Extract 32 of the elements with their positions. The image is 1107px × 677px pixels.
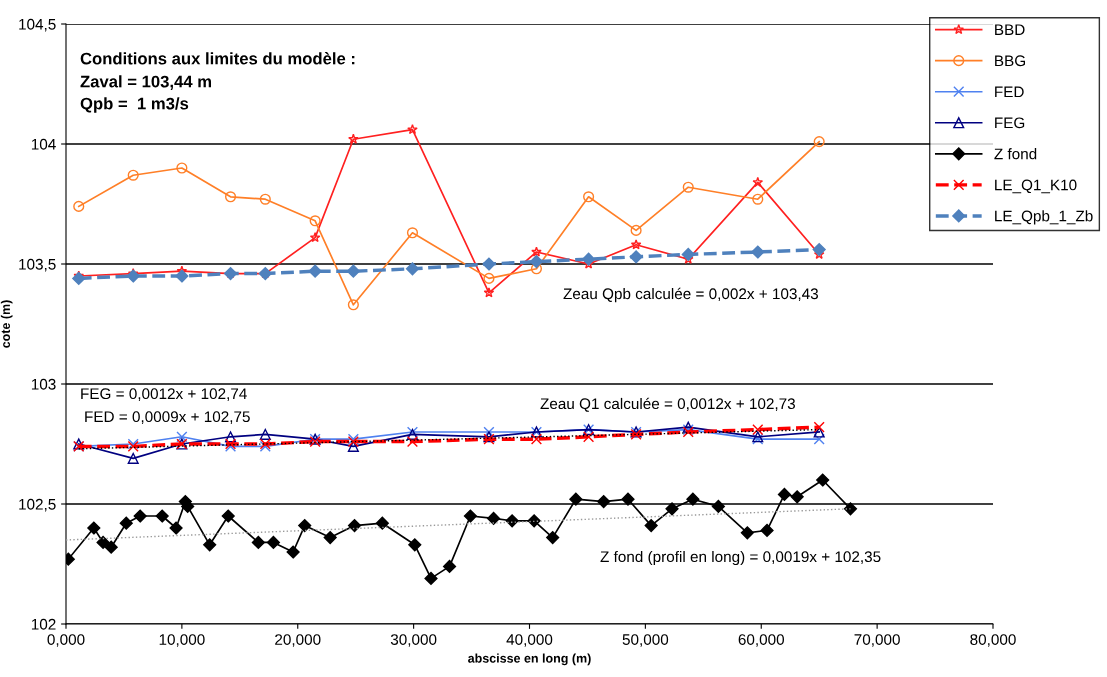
legend-label: FEG [995, 117, 1025, 129]
legend-label: FED [995, 86, 1024, 98]
y-tick-label: 103 [31, 378, 56, 390]
y-tick-label: 104 [31, 138, 56, 150]
annotation: FED = 0,0009x + 102,75 [85, 411, 250, 424]
y-axis-title: cote (m) [0, 300, 13, 348]
annotation: Zeau Qpb calculée = 0,002x + 103,43 [563, 287, 818, 303]
x-tick-label: 70,000 [854, 634, 900, 647]
x-tick-label: 50,000 [622, 634, 669, 647]
legend-label: Z fond [994, 148, 1037, 160]
y-tick-label: 102 [31, 618, 56, 630]
legend-label: BBD [995, 24, 1025, 35]
x-tick-label: 10,000 [159, 634, 205, 647]
annotation: Zaval = 103,44 m [80, 75, 212, 90]
x-axis-title: abscisse en long (m) [468, 653, 591, 666]
y-tick-label: 102,5 [19, 498, 56, 512]
legend-label: LE_Qpb_1_Zb [995, 210, 1093, 225]
x-tick-label: 40,000 [506, 634, 553, 647]
x-tick-label: 60,000 [738, 634, 785, 647]
annotation: Conditions aux limites du modèle : [80, 52, 355, 65]
annotation: Qpb = 1 m3/s [80, 97, 189, 113]
x-tick-label: 80,000 [970, 634, 1016, 647]
annotation: Z fond (profil en long) = 0,0019x + 102,35 [600, 550, 881, 566]
y-tick-label: 103,5 [19, 258, 56, 272]
x-tick-label: 30,000 [390, 634, 437, 647]
annotation: FEG = 0,0012x + 102,74 [81, 388, 247, 401]
y-tick-label: 104,5 [19, 18, 56, 32]
legend-label: BBG [995, 55, 1025, 67]
annotation: Zeau Q1 calculée = 0,0012x + 102,73 [540, 397, 795, 412]
x-tick-label: 20,000 [275, 634, 321, 647]
x-tick-label: 0,000 [47, 634, 85, 647]
legend-label: LE_Q1_K10 [995, 179, 1077, 194]
